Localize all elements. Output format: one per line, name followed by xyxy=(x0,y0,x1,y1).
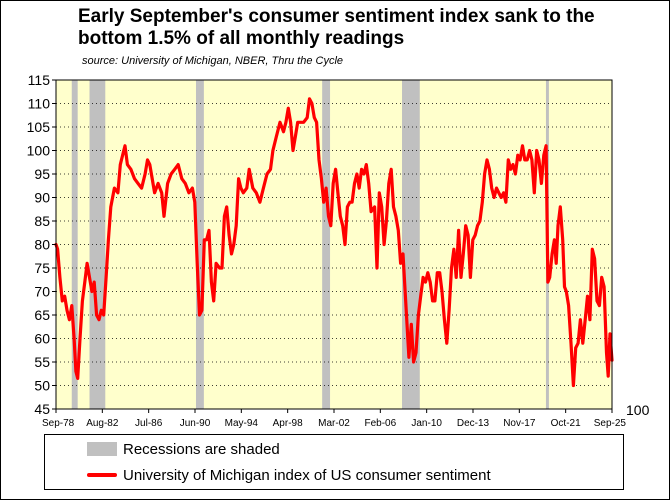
x-tick-label: Sep-25 xyxy=(594,418,627,429)
sentiment-series xyxy=(54,97,614,388)
legend-item-series: University of Michigan index of US consu… xyxy=(45,463,491,487)
x-tick-label: Oct-21 xyxy=(551,418,581,429)
legend-item-recessions: Recessions are shaded xyxy=(45,437,280,461)
x-tick-label: Jul-86 xyxy=(135,418,163,429)
chart-source: source: University of Michigan, NBER, Th… xyxy=(82,55,344,67)
y-tick-label: 90 xyxy=(34,190,50,206)
gridlines xyxy=(56,103,612,386)
recession-swatch-icon xyxy=(87,442,117,456)
x-tick-label: Jun-90 xyxy=(180,418,211,429)
legend-label-recessions: Recessions are shaded xyxy=(123,440,280,458)
y-tick-label: 65 xyxy=(34,307,50,323)
y-axis: 115 110 105 100 95 90 85 80 75 70 65 60 55 50 45 xyxy=(27,72,56,417)
y-tick-label: 100 xyxy=(27,143,51,159)
x-tick-label: Mar-02 xyxy=(318,418,350,429)
chart-title: Early September's consumer sentiment ind… xyxy=(78,6,595,49)
y-tick-label: 55 xyxy=(34,354,50,370)
x-tick-label: Feb-06 xyxy=(364,418,396,429)
y-tick-label: 105 xyxy=(27,119,51,135)
y-tick-label: 60 xyxy=(34,331,50,347)
recession-band xyxy=(195,80,204,409)
y-tick-label: 75 xyxy=(34,260,50,276)
secondary-axis-label: 100 xyxy=(626,402,650,418)
y-tick-label: 85 xyxy=(34,213,50,229)
series-line-icon xyxy=(87,473,117,477)
x-tick-label: May-94 xyxy=(225,418,259,429)
x-axis: Sep-78 Aug-82 Jul-86 Jun-90 May-94 Apr-98 Mar-… xyxy=(42,409,626,429)
y-tick-label: 115 xyxy=(28,72,51,88)
y-tick-label: 80 xyxy=(34,237,50,253)
legend: Recessions are shaded University of Mich… xyxy=(44,434,624,490)
x-tick-label: Sep-78 xyxy=(42,418,75,429)
y-tick-label: 50 xyxy=(34,378,50,394)
y-tick-label: 110 xyxy=(28,96,51,112)
y-tick-label: 45 xyxy=(34,401,50,417)
sentiment-line xyxy=(54,97,614,388)
x-tick-label: Aug-82 xyxy=(86,418,119,429)
x-tick-label: Apr-98 xyxy=(273,418,303,429)
y-tick-label: 95 xyxy=(34,166,50,182)
x-tick-label: Nov-17 xyxy=(503,418,536,429)
recession-band xyxy=(71,80,78,409)
x-tick-label: Dec-13 xyxy=(457,418,490,429)
recession-band xyxy=(89,80,106,409)
recession-band xyxy=(322,80,331,409)
legend-label-series: University of Michigan index of US consu… xyxy=(123,466,491,484)
x-tick-label: Jan-10 xyxy=(411,418,442,429)
y-tick-label: 70 xyxy=(34,284,50,300)
